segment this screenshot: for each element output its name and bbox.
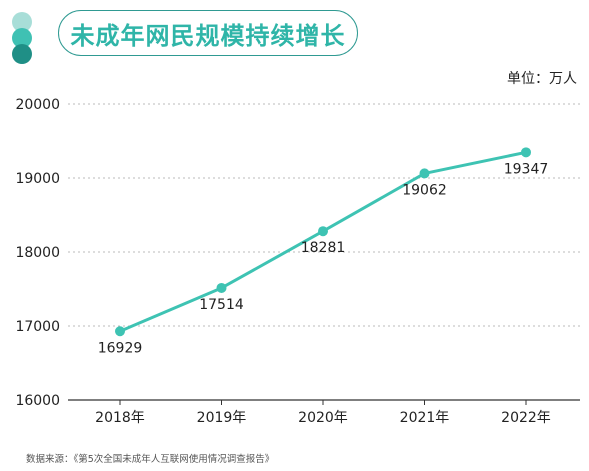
decor-dot-mid — [12, 28, 32, 48]
x-tick-label: 2021年 — [400, 410, 450, 426]
data-label: 19062 — [402, 182, 447, 198]
data-label: 19347 — [504, 161, 549, 177]
decor-dot-light — [12, 12, 32, 32]
chart-title: 未成年网民规模持续增长 — [58, 10, 358, 56]
source-note: 数据来源：《第5次全国未成年人互联网使用情况调查报告》 — [26, 454, 275, 465]
data-label: 16929 — [98, 340, 143, 356]
data-point — [115, 326, 125, 337]
title-decoration-dots — [12, 12, 34, 64]
data-point — [216, 282, 227, 293]
y-tick-label: 19000 — [15, 171, 60, 187]
y-tick-label: 17000 — [15, 319, 60, 335]
data-point — [318, 226, 328, 237]
data-label: 18281 — [301, 240, 346, 256]
data-point — [521, 147, 531, 158]
y-tick-label: 18000 — [15, 245, 60, 261]
data-point — [419, 168, 430, 179]
x-tick-label: 2018年 — [95, 410, 145, 426]
data-label: 17514 — [199, 297, 244, 313]
unit-label: 单位：万人 — [507, 71, 577, 87]
x-tick-label: 2019年 — [197, 410, 247, 426]
y-tick-label: 16000 — [15, 393, 60, 409]
y-tick-label: 20000 — [15, 97, 60, 113]
decor-dot-dark — [12, 44, 32, 64]
x-tick-label: 2022年 — [501, 410, 551, 426]
x-tick-label: 2020年 — [298, 410, 348, 426]
